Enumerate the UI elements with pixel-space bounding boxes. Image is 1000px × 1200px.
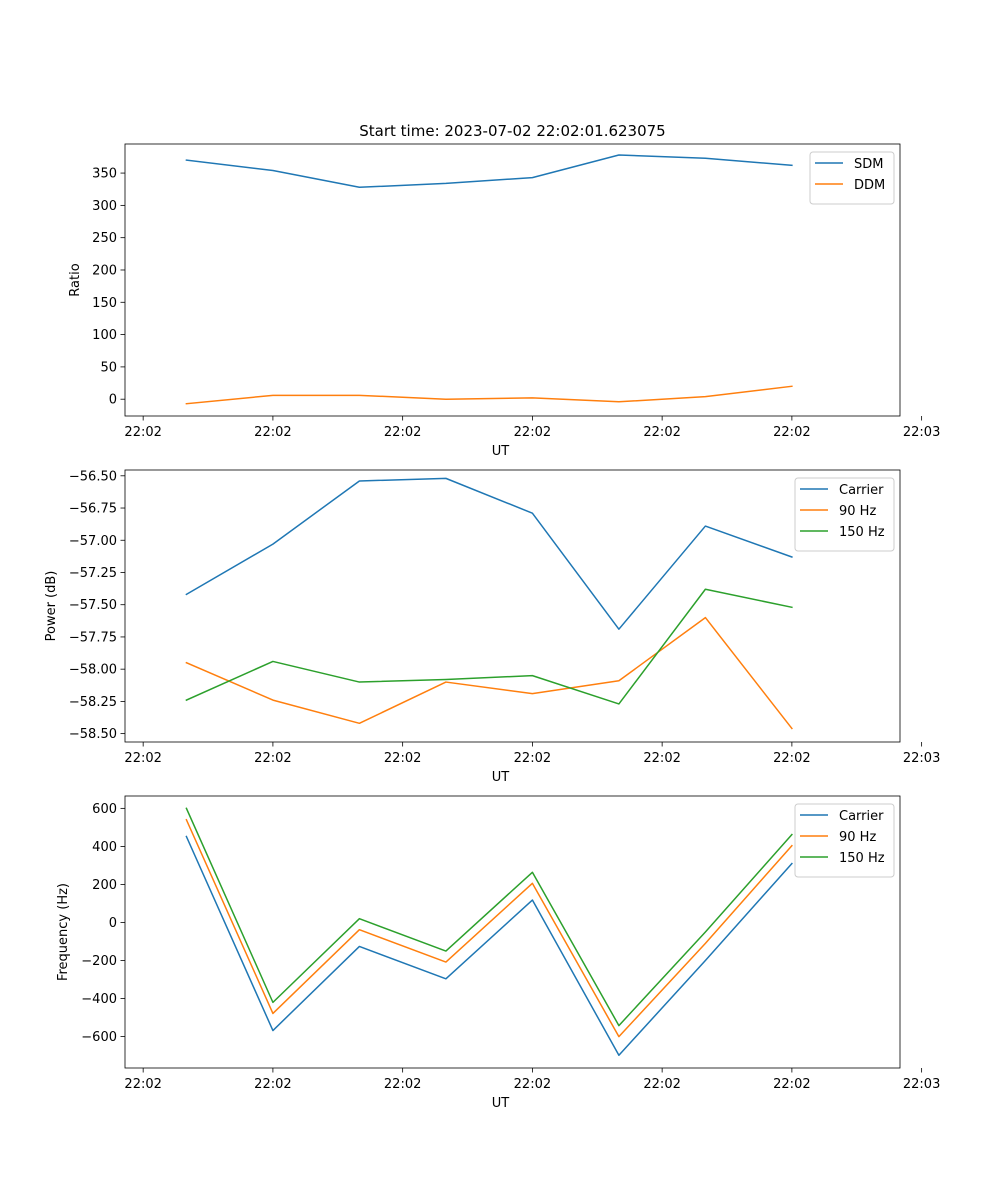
series-line-90-hz xyxy=(185,616,793,730)
legend-label: 90 Hz xyxy=(839,830,876,845)
series-line-ddm xyxy=(185,385,793,405)
x-tick-label: 22:02 xyxy=(643,1077,680,1092)
x-tick-label: 22:02 xyxy=(773,425,810,440)
y-tick-label: −58.00 xyxy=(69,663,117,678)
chart-1: 22:02 22:02 22:02 22:02 22:02 22:02 22:03 0 50 10… xyxy=(68,143,940,459)
x-tick-label: 22:02 xyxy=(254,751,291,766)
y-tick-label: 50 xyxy=(100,360,117,375)
x-tick-label: 22:02 xyxy=(384,425,421,440)
x-tick-label: 22:02 xyxy=(643,751,680,766)
plots: 22:02 22:02 22:02 22:02 22:02 22:02 22:03 0 50 10… xyxy=(44,143,940,1111)
y-axis-label: Ratio xyxy=(68,263,83,296)
legend-label: 90 Hz xyxy=(839,504,876,519)
y-tick-label: 200 xyxy=(92,878,117,893)
legend-box xyxy=(794,803,895,878)
series-line-carrier xyxy=(185,835,793,1057)
x-axis-label: UT xyxy=(492,1096,510,1111)
x-tick-label: 22:03 xyxy=(903,751,940,766)
series-line-sdm xyxy=(185,154,793,189)
y-tick-label: −56.75 xyxy=(69,502,117,517)
x-tick-label: 22:02 xyxy=(643,425,680,440)
x-tick-label: 22:02 xyxy=(514,751,551,766)
y-tick-label: 300 xyxy=(92,199,117,214)
series-line-carrier xyxy=(185,477,793,630)
y-tick-label: −400 xyxy=(81,992,117,1007)
y-tick-label: −58.25 xyxy=(69,695,117,710)
y-tick-label: 0 xyxy=(109,916,117,931)
legend-label: DDM xyxy=(854,178,885,193)
legend-box xyxy=(794,477,895,552)
x-tick-label: 22:02 xyxy=(124,751,161,766)
x-tick-label: 22:02 xyxy=(254,1077,291,1092)
legend-label: Carrier xyxy=(839,809,884,824)
y-axis-label: Power (dB) xyxy=(44,571,59,642)
y-tick-label: 250 xyxy=(92,231,117,246)
x-tick-label: 22:02 xyxy=(773,751,810,766)
legend: Carrier 90 Hz 150 Hz xyxy=(794,477,895,552)
chart-3: 22:02 22:02 22:02 22:02 22:02 22:02 22:03 −600 −… xyxy=(56,795,940,1111)
x-tick-label: 22:02 xyxy=(514,425,551,440)
y-tick-label: 600 xyxy=(92,802,117,817)
y-tick-label: 150 xyxy=(92,296,117,311)
x-tick-label: 22:02 xyxy=(514,1077,551,1092)
x-tick-label: 22:02 xyxy=(773,1077,810,1092)
series-line-90-hz xyxy=(185,818,793,1038)
y-tick-label: −57.00 xyxy=(69,534,117,549)
x-tick-label: 22:03 xyxy=(903,1077,940,1092)
y-tick-label: −58.50 xyxy=(69,727,117,742)
y-tick-label: −56.50 xyxy=(69,469,117,484)
x-tick-label: 22:02 xyxy=(384,1077,421,1092)
axes-frame xyxy=(124,795,901,1069)
legend-label: 150 Hz xyxy=(839,525,885,540)
series-line-150-hz xyxy=(185,588,793,705)
x-tick-label: 22:02 xyxy=(384,751,421,766)
figure-title: Start time: 2023-07-02 22:02:01.623075 xyxy=(359,122,665,140)
series-line-150-hz xyxy=(185,807,793,1027)
y-tick-label: 200 xyxy=(92,263,117,278)
y-tick-label: −57.50 xyxy=(69,598,117,613)
axes-frame xyxy=(124,143,901,417)
y-tick-label: −57.25 xyxy=(69,566,117,581)
y-tick-label: 400 xyxy=(92,840,117,855)
axes-frame xyxy=(124,469,901,743)
y-tick-label: −57.75 xyxy=(69,630,117,645)
y-tick-label: −200 xyxy=(81,954,117,969)
legend-label: 150 Hz xyxy=(839,851,885,866)
y-tick-label: 350 xyxy=(92,167,117,182)
y-tick-label: 0 xyxy=(109,393,117,408)
y-tick-label: −600 xyxy=(81,1030,117,1045)
chart-2: 22:02 22:02 22:02 22:02 22:02 22:02 22:03 −58.5… xyxy=(44,469,940,785)
x-axis-label: UT xyxy=(492,770,510,785)
y-tick-label: 100 xyxy=(92,328,117,343)
x-tick-label: 22:02 xyxy=(254,425,291,440)
x-tick-label: 22:03 xyxy=(903,425,940,440)
legend-label: Carrier xyxy=(839,483,884,498)
legend: SDM DDM xyxy=(809,151,895,205)
x-tick-label: 22:02 xyxy=(124,425,161,440)
legend: Carrier 90 Hz 150 Hz xyxy=(794,803,895,878)
x-tick-label: 22:02 xyxy=(124,1077,161,1092)
legend-label: SDM xyxy=(854,157,883,172)
legend-box xyxy=(809,151,895,205)
y-axis-label: Frequency (Hz) xyxy=(56,883,71,981)
x-axis-label: UT xyxy=(492,444,510,459)
